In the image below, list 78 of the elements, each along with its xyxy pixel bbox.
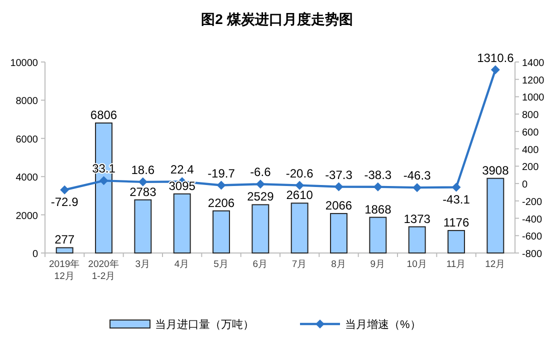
x-tick-label: 2020年 1-2月 xyxy=(88,258,120,282)
data-label: 3095 xyxy=(168,178,196,193)
bar xyxy=(290,202,308,254)
bar xyxy=(252,204,270,254)
bar xyxy=(56,247,74,254)
x-tick-label: 4月 xyxy=(174,259,190,270)
data-label: 18.6 xyxy=(131,162,155,177)
x-tick-label: 7月 xyxy=(292,259,308,270)
data-label: -38.3 xyxy=(364,168,392,182)
y-tick-label: 2000 xyxy=(16,210,38,222)
y2-tick-label: -200 xyxy=(522,196,542,208)
x-tick-label: 5月 xyxy=(214,259,229,270)
y2-tick-label: -600 xyxy=(522,232,542,243)
x-tick-label: 2019年 12月 xyxy=(49,258,80,282)
point xyxy=(216,180,226,190)
data-label: -6.6 xyxy=(250,165,272,180)
y-tick-label: 8000 xyxy=(16,96,38,108)
y2-tick-label: 600 xyxy=(522,127,540,138)
data-label: 22.4 xyxy=(170,162,194,177)
x-tick-label: 8月 xyxy=(331,259,346,270)
point xyxy=(256,180,265,189)
data-label: 277 xyxy=(54,232,75,247)
bar xyxy=(330,213,348,254)
data-label: 1176 xyxy=(443,216,470,230)
point xyxy=(490,65,500,74)
y-tick-label: 4000 xyxy=(16,172,38,184)
data-label: 1373 xyxy=(404,212,431,226)
point xyxy=(138,177,148,186)
data-label: 2529 xyxy=(247,190,274,204)
y2-tick-label: 800 xyxy=(522,110,540,122)
y-tick-label: 0 xyxy=(32,249,38,260)
data-label: -37.3 xyxy=(325,168,353,182)
y2-tick-label: 0 xyxy=(522,180,528,191)
x-tick-label: 10月 xyxy=(406,259,428,270)
bar xyxy=(486,178,504,254)
point xyxy=(295,180,304,190)
point xyxy=(334,182,344,192)
data-label: -19.7 xyxy=(208,166,236,180)
point xyxy=(99,176,108,186)
point xyxy=(373,182,382,192)
y2-tick-label: -400 xyxy=(522,214,542,226)
bar xyxy=(173,193,191,254)
x-tick-label: 3月 xyxy=(135,259,151,270)
bar xyxy=(408,226,426,254)
x-tick-label: 9月 xyxy=(370,259,386,270)
data-label: 2783 xyxy=(130,184,157,199)
bar xyxy=(134,199,152,254)
data-label: -72.9 xyxy=(50,194,79,209)
data-label: 3908 xyxy=(482,163,510,178)
chart-title: 图2 煤炭进口月度走势图 xyxy=(201,11,353,27)
data-label: 1868 xyxy=(364,202,392,216)
y2-tick-label: 200 xyxy=(522,162,540,174)
bar xyxy=(448,230,465,254)
y2-tick-label: 1000 xyxy=(522,92,545,104)
point xyxy=(452,182,461,192)
bar xyxy=(212,210,230,254)
bar xyxy=(369,216,387,254)
legend-label: 当月增速（%） xyxy=(345,318,421,331)
data-label: -43.1 xyxy=(442,192,470,206)
legend-label: 当月进口量（万吨） xyxy=(155,318,254,331)
data-label: 1310.6 xyxy=(477,50,514,65)
data-label: -20.6 xyxy=(286,166,314,180)
data-label: 2610 xyxy=(286,188,314,202)
x-tick-label: 12月 xyxy=(485,259,506,270)
y2-tick-label: 1200 xyxy=(522,75,545,86)
data-label: 2066 xyxy=(325,198,352,213)
x-tick-label: 6月 xyxy=(252,259,268,270)
point xyxy=(412,183,422,192)
y-tick-label: 10000 xyxy=(10,58,38,69)
y2-tick-label: 400 xyxy=(522,144,540,156)
point xyxy=(60,185,70,194)
data-label: -46.3 xyxy=(403,168,432,183)
x-tick-label: 11月 xyxy=(446,259,466,270)
data-label: 2206 xyxy=(208,196,235,210)
data-label: 6806 xyxy=(90,108,118,122)
y-tick-label: 6000 xyxy=(16,134,38,146)
y2-tick-label: 1400 xyxy=(522,58,545,69)
y2-tick-label: -800 xyxy=(522,249,542,260)
